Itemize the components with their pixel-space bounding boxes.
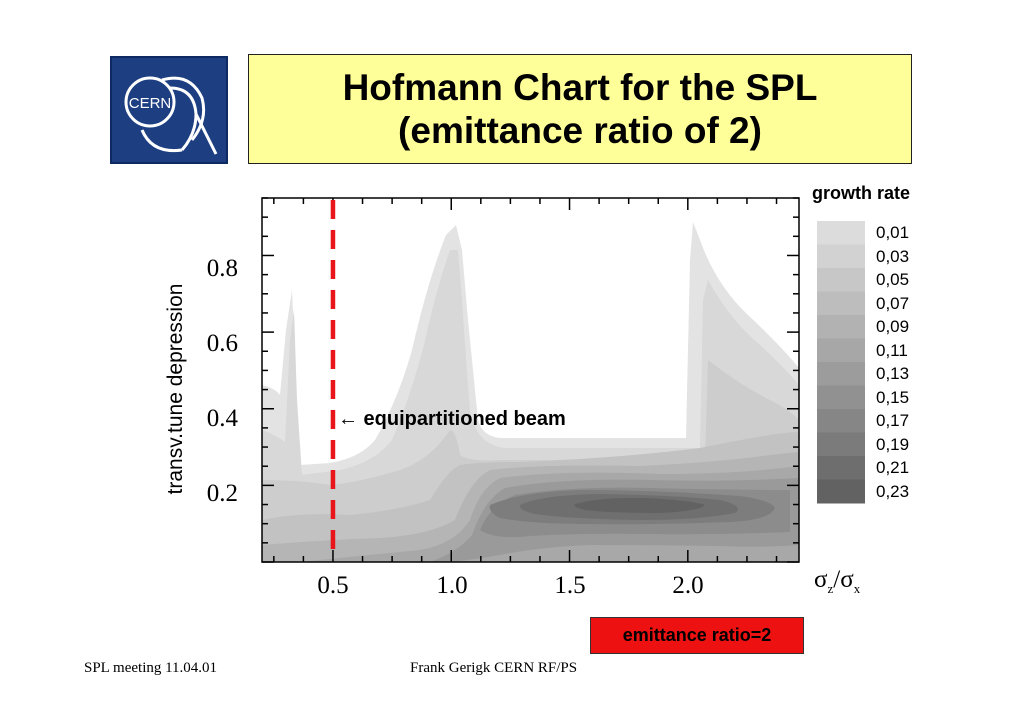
- contour-level-10: [574, 497, 705, 513]
- legend-swatch-7: [817, 385, 865, 410]
- legend-label-3: 0,07: [876, 293, 910, 313]
- legend-label-2: 0,05: [876, 270, 910, 289]
- cern-logo-icon: CERN: [124, 76, 218, 155]
- x-axis-label: σz/σx: [814, 566, 861, 596]
- page-subtitle: (emittance ratio of 2): [398, 110, 762, 151]
- legend-swatch-0: [817, 221, 865, 245]
- plot-frame: [261, 197, 800, 563]
- legend-label-8: 0,17: [876, 411, 910, 430]
- x-tick-label-1.0: 1.0: [436, 572, 468, 599]
- legend-label-7: 0,15: [876, 387, 910, 407]
- legend-label-11: 0,23: [876, 481, 910, 501]
- equipartitioned-beam-annotation: ← equipartitioned beam: [338, 408, 566, 430]
- legend-label-0: 0,01: [876, 223, 910, 242]
- legend-swatch-5: [817, 338, 865, 363]
- y-tick-label-0.2: 0.2: [206, 480, 238, 507]
- emittance-ratio-badge: emittance ratio=2: [590, 617, 804, 654]
- cern-logo-text: CERN: [129, 95, 172, 112]
- y-tick-label-0.8: 0.8: [206, 255, 238, 282]
- legend-label-5: 0,11: [876, 340, 908, 360]
- page-title: Hofmann Chart for the SPL: [342, 67, 818, 108]
- legend-label-10: 0,21: [876, 458, 910, 477]
- y-tick-label-0.6: 0.6: [206, 330, 238, 357]
- legend-swatch-10: [817, 456, 865, 480]
- contour-fills: [262, 198, 799, 562]
- legend-color-bars: [817, 221, 865, 504]
- y-axis-ticks: [262, 197, 799, 563]
- legend-label-4: 0,09: [876, 317, 910, 336]
- legend-swatch-8: [817, 409, 865, 433]
- legend-swatch-9: [817, 432, 865, 457]
- legend-label-1: 0,03: [876, 246, 910, 266]
- legend-swatch-1: [817, 244, 865, 269]
- legend-swatch-3: [817, 291, 865, 316]
- legend-title: growth rate: [812, 183, 911, 203]
- legend-swatch-2: [817, 268, 865, 292]
- cern-logo: CERN: [110, 56, 228, 164]
- legend-swatch-6: [817, 362, 865, 386]
- title-box: Hofmann Chart for the SPL (emittance rat…: [248, 54, 912, 164]
- legend-label-9: 0,19: [876, 434, 910, 454]
- footer-author: Frank Gerigk CERN RF/PS: [410, 660, 578, 676]
- footer-meeting-info: SPL meeting 11.04.01: [84, 660, 218, 676]
- y-tick-label-0.4: 0.4: [206, 405, 238, 432]
- x-tick-label-2.0: 2.0: [672, 572, 704, 599]
- x-tick-label-1.5: 1.5: [554, 572, 586, 599]
- legend-swatch-11: [817, 479, 865, 504]
- y-axis-label: transv.tune depression: [164, 283, 187, 495]
- x-tick-label-0.5: 0.5: [317, 572, 349, 599]
- legend-swatch-4: [817, 315, 865, 339]
- x-axis-ticks: [273, 198, 778, 562]
- legend-label-6: 0,13: [876, 364, 910, 383]
